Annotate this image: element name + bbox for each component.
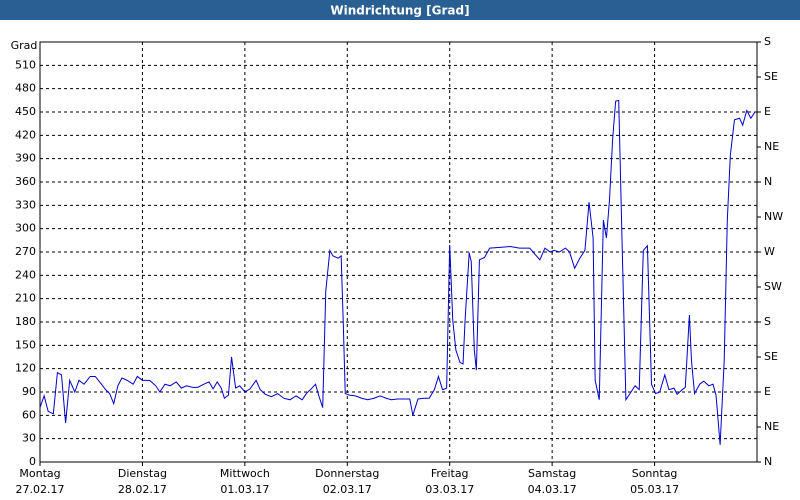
- x-tick-date: 03.03.17: [425, 483, 474, 496]
- y2-tick-label: S: [764, 315, 771, 328]
- y2-tick-label: E: [764, 385, 771, 398]
- y-tick-label: 300: [15, 222, 36, 235]
- y2-tick-label: E: [764, 105, 771, 118]
- x-tick-date: 04.03.17: [528, 483, 577, 496]
- y2-tick-label: N: [764, 455, 772, 468]
- x-tick-date: 05.03.17: [630, 483, 679, 496]
- y-axis-label: Grad: [11, 39, 38, 52]
- x-tick-label: Montag: [19, 467, 60, 480]
- y-tick-label: 30: [22, 432, 36, 445]
- y-tick-label: 210: [15, 292, 36, 305]
- y2-tick-label: SE: [764, 70, 778, 83]
- y2-tick-label: SE: [764, 350, 778, 363]
- x-tick-date: 01.03.17: [220, 483, 269, 496]
- y-tick-label: 390: [15, 152, 36, 165]
- y-tick-label: 270: [15, 245, 36, 258]
- y-tick-label: 180: [15, 315, 36, 328]
- chart-title: Windrichtung [Grad]: [330, 4, 469, 18]
- y-tick-label: 150: [15, 338, 36, 351]
- y2-tick-label: N: [764, 175, 772, 188]
- y-tick-label: 450: [15, 105, 36, 118]
- y-tick-label: 0: [29, 455, 36, 468]
- y-tick-label: 420: [15, 128, 36, 141]
- y2-tick-label: NE: [764, 420, 779, 433]
- y-tick-label: 60: [22, 408, 36, 421]
- y2-tick-label: W: [764, 245, 775, 258]
- x-tick-date: 28.02.17: [118, 483, 167, 496]
- y-tick-label: 510: [15, 58, 36, 71]
- y2-tick-label: NE: [764, 140, 779, 153]
- plot-border: [39, 41, 758, 463]
- data-line: [39, 99, 756, 445]
- y2-tick-label: SW: [764, 280, 782, 293]
- x-tick-label: Dienstag: [118, 467, 167, 480]
- x-tick-label: Donnerstag: [315, 467, 379, 480]
- x-tick-label: Mittwoch: [220, 467, 270, 480]
- x-tick-label: Samstag: [528, 467, 576, 480]
- y-tick-label: 360: [15, 175, 36, 188]
- x-tick-label: Freitag: [431, 467, 469, 480]
- x-tick-date: 02.03.17: [323, 483, 372, 496]
- y-tick-label: 90: [22, 385, 36, 398]
- y-tick-label: 480: [15, 82, 36, 95]
- y2-tick-label: NW: [764, 210, 783, 223]
- y2-tick-label: S: [764, 35, 771, 48]
- title-bar: [0, 0, 800, 20]
- y-tick-label: 120: [15, 362, 36, 375]
- y-tick-label: 240: [15, 268, 36, 281]
- x-tick-date: 27.02.17: [16, 483, 65, 496]
- x-tick-label: Sonntag: [632, 467, 678, 480]
- y-tick-label: 330: [15, 198, 36, 211]
